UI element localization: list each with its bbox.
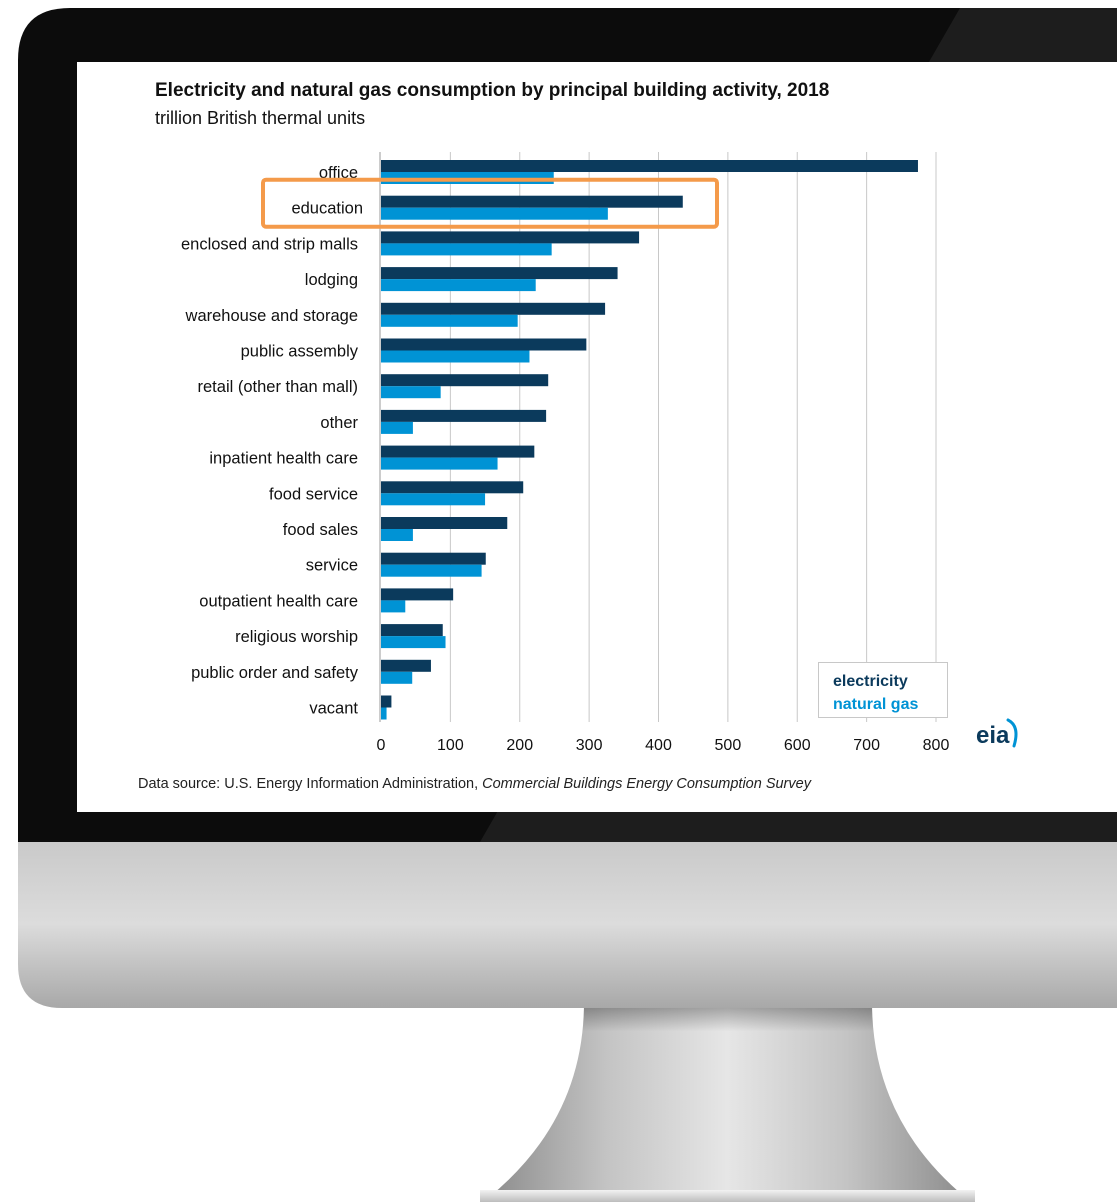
legend-item-electricity: electricity [833,673,908,690]
bar-natural-gas [381,314,518,327]
x-tick-label: 300 [576,737,603,754]
x-tick-label: 500 [715,737,742,754]
bar-electricity [381,481,524,494]
bar-electricity [381,374,549,387]
category-label: public order and safety [191,664,359,682]
bar-electricity [381,588,454,601]
bar-natural-gas [381,207,608,220]
category-label: vacant [309,700,358,718]
data-source: Data source: U.S. Energy Information Adm… [138,776,811,792]
bar-natural-gas [381,493,486,506]
bar-natural-gas [381,600,406,613]
bar-natural-gas [381,386,441,399]
svg-text:eia: eia [976,722,1010,749]
category-label: food service [269,485,358,503]
bar-natural-gas [381,243,552,256]
category-label: food sales [283,521,358,539]
highlight-box [261,177,719,229]
category-label: outpatient health care [199,592,358,610]
bar-electricity [381,517,508,529]
data-source-text: Data source: U.S. Energy Information Adm… [138,776,483,792]
x-axis-ticks: 0 100 200 300 400 500 600 700 800 [377,737,950,754]
bar-natural-gas [381,350,530,363]
legend: electricity natural gas [818,662,948,718]
category-label: retail (other than mall) [198,378,358,396]
chart-title: Electricity and natural gas consumption … [155,80,830,101]
x-tick-label: 400 [645,737,672,754]
bar-electricity [381,695,392,708]
bar-natural-gas [381,457,498,470]
x-tick-label: 200 [506,737,533,754]
category-label: office [319,164,358,182]
bar-electricity [381,160,918,172]
x-tick-label: 100 [437,737,464,754]
data-source-survey: Commercial Buildings Energy Consumption … [482,776,811,792]
screen: Electricity and natural gas consumption … [77,62,1117,812]
bar-natural-gas [381,421,413,434]
category-label: service [306,557,358,575]
grid-lines [379,152,937,722]
bar-natural-gas [381,636,446,649]
bar-electricity [381,659,431,672]
x-tick-label: 700 [853,737,880,754]
category-label: education [291,200,363,218]
eia-logo: eia [976,718,1018,749]
bar-chart: office education enclosed and strip malls l… [181,152,950,754]
bar-electricity [381,552,486,565]
x-tick-label: 0 [377,737,386,754]
bar-electricity [381,445,535,458]
x-tick-label: 800 [923,737,950,754]
category-labels: office education enclosed and strip malls l… [181,164,363,718]
bar-electricity [381,338,587,351]
bar-natural-gas [381,529,413,541]
bars [381,160,918,720]
bar-electricity [381,267,618,280]
category-label: warehouse and storage [185,307,358,325]
bar-electricity [381,195,683,208]
category-label: other [320,414,358,432]
bar-electricity [381,302,606,315]
bar-electricity [381,409,547,422]
category-label: religious worship [235,628,358,646]
category-label: public assembly [241,343,359,361]
bar-natural-gas [381,671,413,684]
category-label: inpatient health care [209,450,358,468]
category-label: enclosed and strip malls [181,235,358,253]
bar-natural-gas [381,707,387,720]
chart-subtitle: trillion British thermal units [155,108,366,128]
bar-electricity [381,624,443,637]
bar-natural-gas [381,279,536,292]
bar-electricity [381,231,640,244]
bar-natural-gas [381,564,482,577]
legend-item-natural-gas: natural gas [833,696,919,713]
x-tick-label: 600 [784,737,811,754]
category-label: lodging [305,271,358,289]
